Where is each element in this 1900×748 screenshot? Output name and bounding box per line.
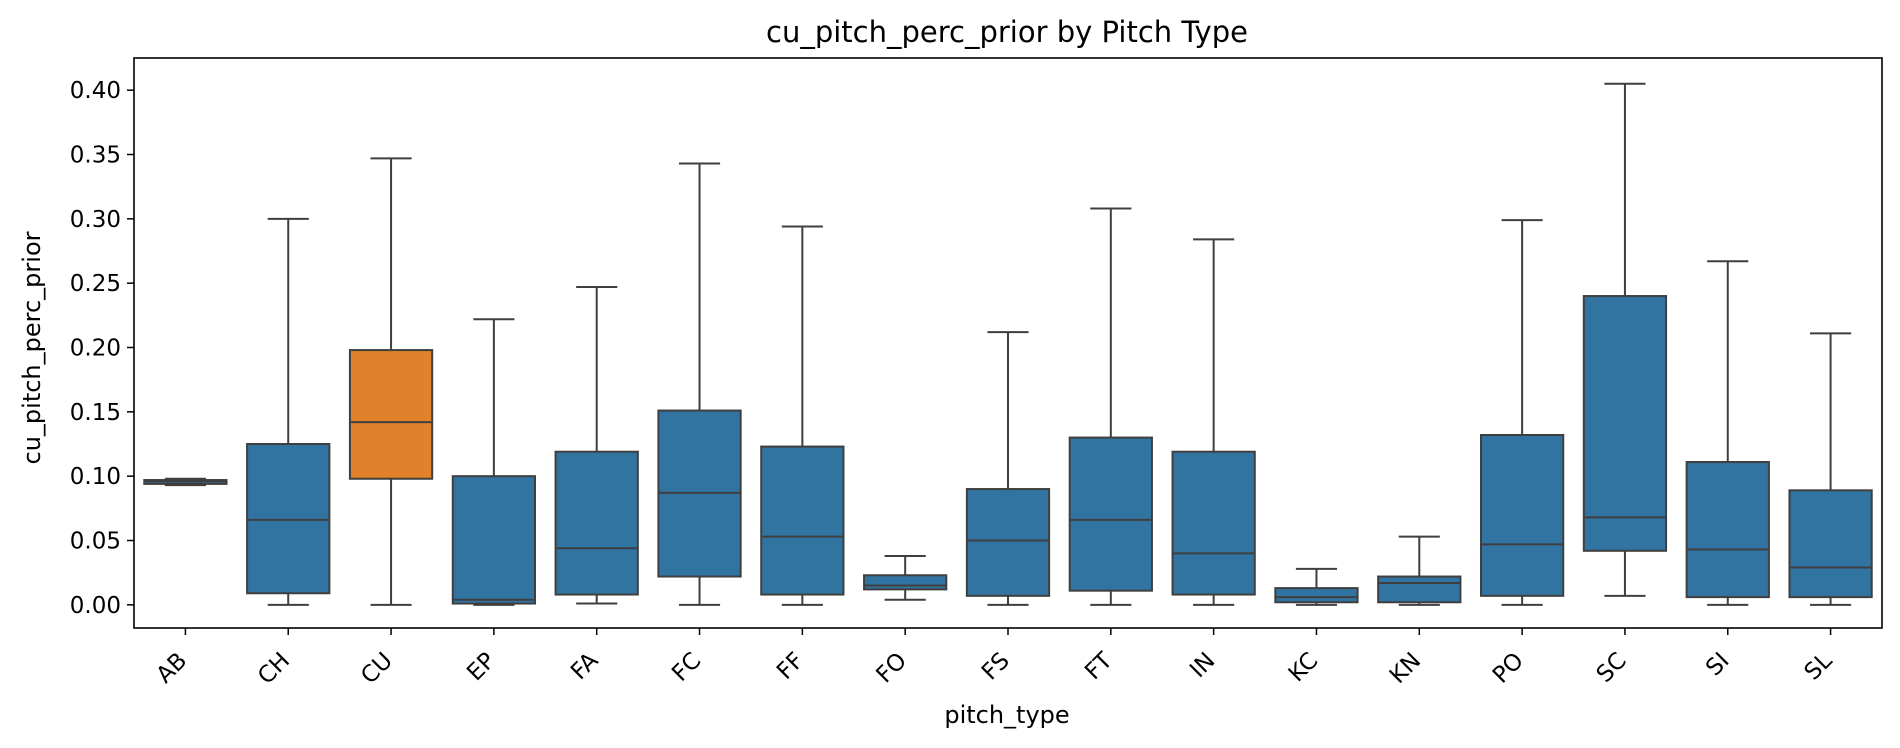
- box-sl: [1788, 489, 1873, 599]
- x-tick-label: KN: [1385, 648, 1426, 689]
- box-ch: [246, 443, 331, 595]
- y-tick-label: 0.00: [70, 593, 121, 619]
- box-fa: [554, 450, 639, 596]
- x-tick-label: FC: [667, 648, 706, 687]
- x-tick-label: SC: [1592, 648, 1632, 688]
- x-tick-label: KC: [1284, 648, 1324, 688]
- y-tick-label: 0.35: [70, 143, 121, 169]
- box-in: [1171, 450, 1256, 596]
- box-si: [1685, 461, 1770, 599]
- y-tick-label: 0.40: [70, 78, 121, 104]
- box-kn: [1377, 575, 1462, 604]
- box-sc: [1582, 295, 1668, 552]
- box-cu: [348, 349, 434, 480]
- x-axis-label: pitch_type: [944, 701, 1069, 729]
- x-tick-label: FT: [1080, 647, 1118, 685]
- y-tick-label: 0.30: [70, 207, 121, 233]
- x-tick-label: FS: [977, 648, 1015, 686]
- y-tick-label: 0.05: [70, 529, 121, 555]
- x-tick-label: SL: [1800, 648, 1838, 686]
- box-ff: [760, 445, 845, 596]
- x-tick-label: FA: [566, 648, 604, 686]
- x-tick-label: CH: [253, 648, 295, 690]
- box-fo: [863, 574, 948, 591]
- x-tick-label: AB: [152, 648, 193, 689]
- y-tick-label: 0.15: [70, 400, 121, 426]
- x-tick-label: CU: [356, 648, 398, 690]
- x-tick-label: PO: [1488, 648, 1529, 689]
- y-axis-label: cu_pitch_perc_prior: [18, 231, 46, 464]
- y-tick-label: 0.25: [70, 271, 121, 297]
- x-tick-label: FF: [772, 648, 809, 685]
- box-kc: [1274, 587, 1359, 604]
- box-ep: [451, 475, 537, 605]
- y-tick-label: 0.20: [70, 336, 121, 362]
- box-fs: [965, 488, 1051, 597]
- x-tick-label: IN: [1185, 648, 1220, 683]
- x-tick-label: EP: [462, 648, 501, 687]
- box-ft: [1068, 436, 1153, 592]
- box-po: [1479, 433, 1565, 597]
- plot-frame: [133, 57, 1883, 629]
- x-tick-label: SI: [1701, 648, 1735, 682]
- y-tick-label: 0.10: [70, 464, 121, 490]
- plot-area: 0.00 0.05 0.10 0.15 0.20 0.25 0.30 0.35 0.40 AB CH…: [70, 57, 1883, 690]
- x-tick-label: FO: [871, 648, 912, 689]
- chart-title: cu_pitch_perc_prior by Pitch Type: [766, 15, 1248, 49]
